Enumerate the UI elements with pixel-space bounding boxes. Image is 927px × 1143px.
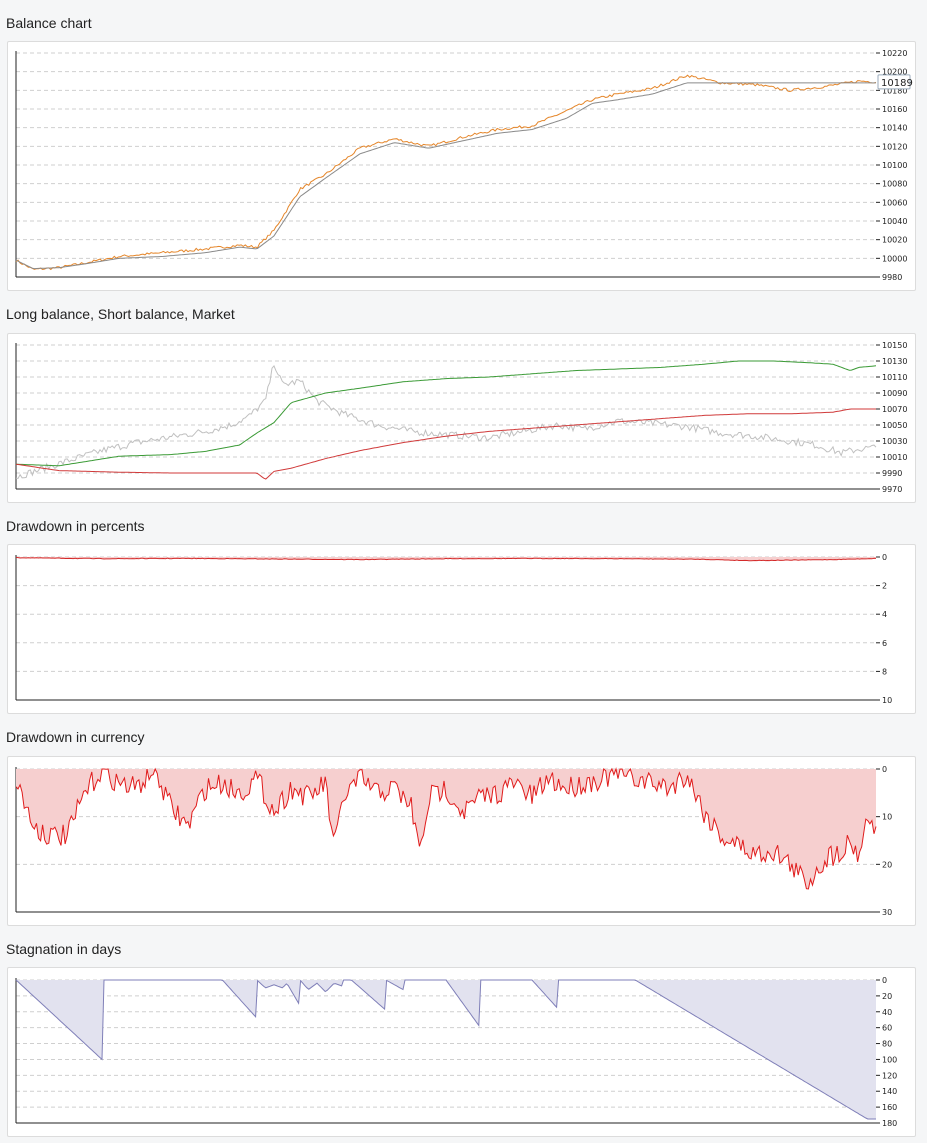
y-tick-label: 10180 bbox=[882, 86, 907, 95]
y-tick-label: 10130 bbox=[882, 357, 907, 366]
y-tick-label: 80 bbox=[882, 1040, 892, 1049]
y-tick-label: 2 bbox=[882, 582, 887, 591]
y-tick-label: 180 bbox=[882, 1119, 897, 1128]
y-tick-label: 10050 bbox=[882, 421, 907, 430]
y-tick-label: 100 bbox=[882, 1055, 897, 1064]
series-area bbox=[16, 557, 876, 561]
series-line bbox=[15, 364, 877, 480]
balance-chart: 10220 10200 10180 10160 10140 10120 10100 10080… bbox=[15, 49, 913, 282]
stagnation-panel: 0 20 40 60 80 100 120 140 160 180 bbox=[7, 967, 916, 1137]
y-tick-label: 10 bbox=[882, 696, 892, 705]
dd-percent-panel: 0 2 4 6 8 10 bbox=[7, 544, 916, 714]
balance-chart-panel: 10220 10200 10180 10160 10140 10120 10100 10080… bbox=[7, 41, 916, 291]
y-tick-label: 6 bbox=[882, 639, 887, 648]
y-tick-label: 0 bbox=[882, 765, 887, 774]
y-tick-label: 60 bbox=[882, 1024, 892, 1033]
series-line bbox=[15, 408, 876, 480]
dd-currency-chart: 0 10 20 30 bbox=[15, 765, 892, 917]
y-tick-label: 10000 bbox=[882, 254, 907, 263]
stagnation-chart: 0 20 40 60 80 100 120 140 160 180 bbox=[15, 976, 897, 1128]
y-tick-label: 10140 bbox=[882, 124, 907, 133]
series-line bbox=[15, 360, 877, 467]
y-tick-label: 120 bbox=[882, 1071, 897, 1080]
y-tick-label: 20 bbox=[882, 992, 892, 1001]
y-tick-label: 10080 bbox=[882, 180, 907, 189]
y-tick-label: 10010 bbox=[882, 453, 907, 462]
y-tick-label: 140 bbox=[882, 1087, 897, 1096]
long-short-panel: 10150 10130 10110 10090 10070 10050 10030 10010… bbox=[7, 333, 916, 503]
long-short-title: Long balance, Short balance, Market bbox=[6, 306, 235, 322]
series-line bbox=[15, 556, 877, 562]
y-tick-label: 4 bbox=[882, 610, 887, 619]
y-tick-label: 10200 bbox=[882, 68, 907, 77]
y-tick-label: 10 bbox=[882, 813, 892, 822]
dd-currency-title: Drawdown in currency bbox=[6, 729, 145, 745]
y-tick-label: 9990 bbox=[882, 469, 902, 478]
y-tick-label: 0 bbox=[882, 553, 887, 562]
y-tick-label: 160 bbox=[882, 1103, 897, 1112]
y-tick-label: 10160 bbox=[882, 105, 907, 114]
series-line bbox=[15, 767, 877, 890]
stagnation-title: Stagnation in days bbox=[6, 941, 122, 957]
series-line bbox=[15, 82, 876, 270]
dd-percent-chart: 0 2 4 6 8 10 bbox=[15, 553, 892, 705]
y-tick-label: 10150 bbox=[882, 341, 907, 350]
y-tick-label: 10120 bbox=[882, 142, 907, 151]
y-tick-label: 10110 bbox=[882, 373, 907, 382]
series-line bbox=[15, 74, 877, 271]
y-tick-label: 10220 bbox=[882, 49, 907, 58]
balance-chart-title: Balance chart bbox=[6, 15, 92, 31]
y-tick-label: 30 bbox=[882, 908, 892, 917]
last-value-box bbox=[877, 74, 911, 90]
series-line bbox=[15, 979, 876, 1120]
dd-percent-title: Drawdown in percents bbox=[6, 518, 145, 534]
y-tick-label: 10100 bbox=[882, 161, 907, 170]
y-tick-label: 10070 bbox=[882, 405, 907, 414]
y-tick-label: 10060 bbox=[882, 198, 907, 207]
y-tick-label: 10020 bbox=[882, 236, 907, 245]
y-tick-label: 20 bbox=[882, 860, 892, 869]
y-tick-label: 40 bbox=[882, 1008, 892, 1017]
y-tick-label: 9980 bbox=[882, 273, 902, 282]
y-tick-label: 9970 bbox=[882, 485, 902, 494]
y-tick-label: 10030 bbox=[882, 437, 907, 446]
y-tick-label: 0 bbox=[882, 976, 887, 985]
series-area bbox=[16, 980, 876, 1119]
last-value-label: 10189 bbox=[881, 78, 913, 89]
dd-currency-panel: 0 10 20 30 bbox=[7, 756, 916, 926]
y-tick-label: 10090 bbox=[882, 389, 907, 398]
y-tick-label: 8 bbox=[882, 667, 887, 676]
long-short-chart: 10150 10130 10110 10090 10070 10050 10030 10010… bbox=[15, 341, 907, 494]
y-tick-label: 10040 bbox=[882, 217, 907, 226]
